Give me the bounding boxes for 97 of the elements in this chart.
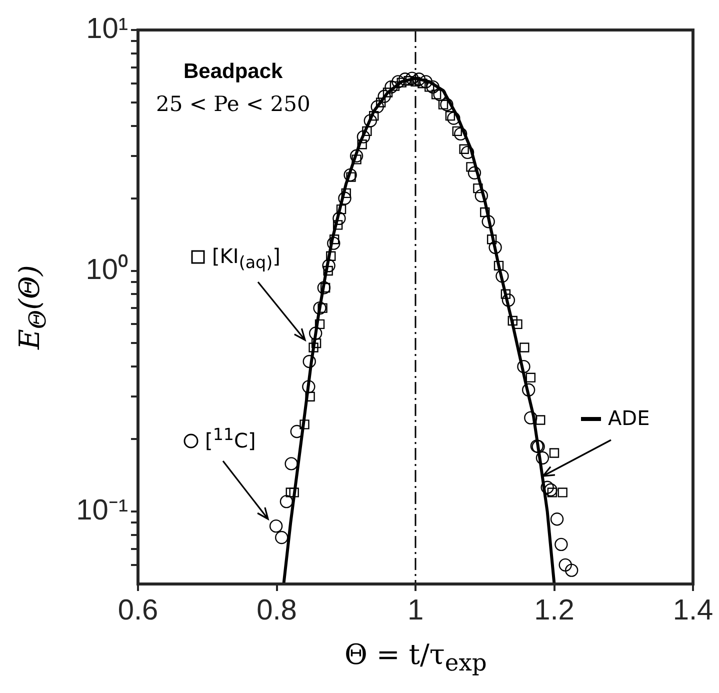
- x-tick-label: 1: [407, 594, 424, 626]
- point: [398, 72, 412, 86]
- point: [362, 126, 372, 136]
- legend-label: ADE: [607, 406, 650, 432]
- point: [536, 451, 550, 464]
- point: [431, 90, 442, 100]
- y-tick-label: 10¹: [86, 13, 128, 45]
- legend-label: [KI$_{(aq)}$]: [211, 244, 280, 272]
- point: [473, 183, 483, 194]
- point: [327, 236, 340, 250]
- point: [314, 319, 325, 330]
- point: [382, 88, 393, 98]
- point: [350, 149, 364, 162]
- x-tick-label: 1.4: [672, 594, 714, 626]
- point: [305, 392, 315, 402]
- point: [332, 220, 343, 230]
- point: [512, 319, 522, 330]
- point: [482, 215, 495, 228]
- point: [508, 316, 518, 326]
- point: [336, 204, 346, 214]
- y-tick-label: 10⁻¹: [76, 494, 128, 527]
- x-tick-label: 1.2: [534, 594, 574, 626]
- point: [520, 342, 530, 352]
- point: [447, 112, 460, 125]
- point: [452, 126, 462, 136]
- point: [445, 111, 456, 121]
- point: [466, 162, 476, 172]
- point: [370, 100, 384, 114]
- point: [392, 75, 405, 88]
- point: [376, 98, 386, 108]
- point: [494, 260, 504, 271]
- point: [329, 234, 340, 244]
- annotation: Beadpack: [184, 60, 283, 84]
- point: [536, 415, 546, 425]
- point: [558, 488, 568, 498]
- point: [269, 519, 283, 533]
- point: [564, 564, 578, 577]
- x-tick-label: 0.8: [256, 594, 297, 626]
- point: [547, 488, 558, 498]
- point: [550, 512, 564, 526]
- x-tick-label: 0.6: [118, 594, 158, 626]
- point: [338, 192, 352, 205]
- point: [302, 380, 316, 394]
- point: [326, 251, 336, 261]
- point: [357, 140, 367, 150]
- point: [412, 72, 426, 86]
- point: [438, 100, 448, 110]
- point: [300, 420, 310, 430]
- point: [474, 189, 488, 202]
- legend-label: [$^{11}$C]: [204, 425, 256, 454]
- annotation: 25 < Pe < 250: [156, 92, 310, 116]
- point: [540, 480, 554, 494]
- point: [390, 81, 400, 91]
- point: [302, 354, 316, 368]
- point: [284, 457, 298, 470]
- point: [544, 483, 558, 496]
- point: [309, 326, 322, 340]
- point: [419, 75, 433, 88]
- point: [290, 424, 304, 438]
- point: [500, 289, 511, 299]
- point: [364, 114, 378, 128]
- point: [322, 259, 336, 272]
- point: [517, 360, 530, 374]
- y-tick-label: 10⁰: [86, 254, 128, 286]
- point: [440, 98, 454, 112]
- point: [454, 127, 468, 141]
- point: [323, 266, 333, 276]
- point: [522, 383, 536, 397]
- point: [289, 488, 299, 498]
- point: [280, 494, 294, 508]
- point: [378, 90, 391, 103]
- point: [313, 301, 326, 315]
- point: [526, 372, 536, 382]
- point: [460, 146, 474, 160]
- point: [320, 282, 330, 293]
- point: [426, 80, 440, 94]
- point: [344, 168, 357, 182]
- point: [549, 448, 560, 458]
- point: [308, 342, 318, 352]
- point: [332, 212, 346, 225]
- point: [558, 558, 572, 572]
- point: [496, 270, 509, 283]
- point: [488, 240, 502, 254]
- point: [524, 411, 538, 424]
- point: [341, 188, 351, 198]
- point: [311, 338, 322, 348]
- point: [502, 294, 516, 307]
- point: [486, 234, 497, 244]
- point: [554, 538, 568, 552]
- point: [317, 281, 331, 294]
- point: [405, 72, 419, 85]
- x-axis-title: Θ = t/τ$_{exp}$: [344, 638, 487, 677]
- point: [275, 530, 288, 544]
- point: [356, 130, 370, 144]
- point: [480, 207, 490, 218]
- point: [384, 80, 398, 94]
- point: [468, 166, 482, 180]
